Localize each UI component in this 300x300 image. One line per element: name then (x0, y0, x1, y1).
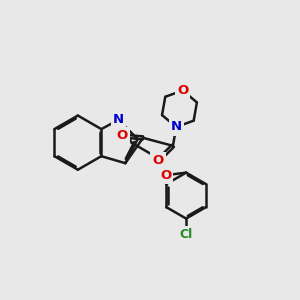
Text: O: O (177, 84, 188, 97)
Text: Cl: Cl (179, 228, 193, 241)
Text: O: O (152, 154, 164, 167)
Text: O: O (116, 130, 128, 142)
Text: N: N (171, 121, 182, 134)
Text: N: N (113, 113, 124, 126)
Text: O: O (160, 169, 171, 182)
